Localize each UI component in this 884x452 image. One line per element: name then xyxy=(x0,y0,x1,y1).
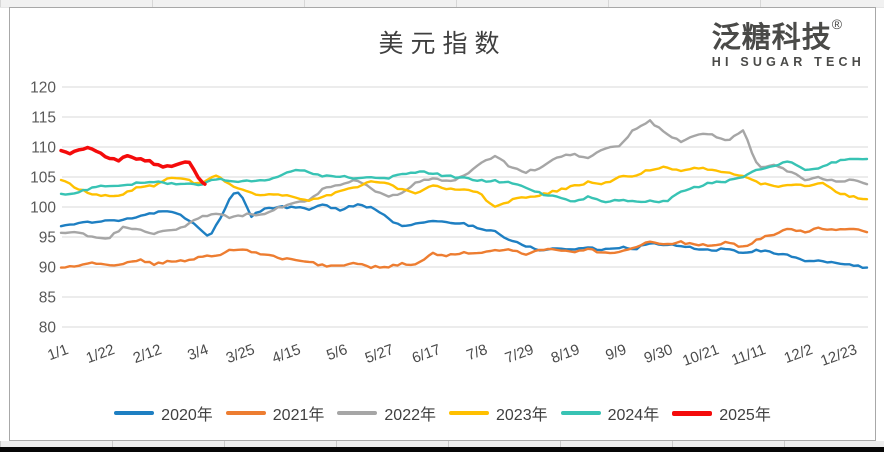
registered-trademark-icon: ® xyxy=(831,16,843,32)
y-axis-tick-label: 120 xyxy=(30,80,56,97)
brand-logo-name-row: 泛糖科技® xyxy=(711,16,865,54)
y-axis-tick-label: 105 xyxy=(30,170,56,187)
legend-swatch-2025 xyxy=(672,410,713,416)
y-axis-tick-label: 115 xyxy=(31,110,56,127)
legend-swatch-2024 xyxy=(560,411,601,415)
plot-area: 120 115 110 105 100 95 90 85 80 xyxy=(30,80,869,337)
legend-swatch-2022 xyxy=(337,411,378,415)
brand-logo: 泛糖科技® HI SUGAR TECH xyxy=(712,17,865,70)
brand-logo-subtitle: HI SUGAR TECH xyxy=(711,55,865,70)
taskbar-black-strip xyxy=(0,447,884,452)
legend-item-2021: 2021年 xyxy=(225,401,325,425)
legend-label-2024: 2024年 xyxy=(607,407,660,424)
series-line-2025 xyxy=(59,145,207,186)
series-line-2024 xyxy=(59,157,869,204)
series-line-2023 xyxy=(59,165,869,208)
y-axis-labels: 120 115 110 105 100 95 90 85 80 xyxy=(30,80,56,337)
legend-label-2022: 2022年 xyxy=(384,407,436,424)
chart-legend: 2020年 2021年 2022年 2023年 2024年 2025年 xyxy=(10,401,875,425)
series-line-2021 xyxy=(59,226,869,270)
legend-swatch-2023 xyxy=(449,411,489,415)
legend-swatch-2021 xyxy=(225,411,266,415)
series-line-2022 xyxy=(59,119,869,240)
series-line-2020 xyxy=(59,191,869,269)
y-axis-tick-label: 110 xyxy=(31,140,56,157)
y-axis-tick-label: 80 xyxy=(39,320,57,337)
legend-label-2020: 2020年 xyxy=(161,407,213,424)
chart-title: 美元指数 xyxy=(378,31,507,58)
brand-logo-name: 泛糖科技 xyxy=(711,22,832,54)
chart-frame[interactable]: 美元指数 泛糖科技® HI SUGAR TECH 120 115 110 105 100… xyxy=(9,7,876,441)
y-axis-tick-label: 100 xyxy=(30,200,56,217)
legend-item-2025: 2025年 xyxy=(672,401,771,425)
legend-item-2022: 2022年 xyxy=(337,401,436,425)
y-axis-tick-label: 90 xyxy=(39,260,57,277)
legend-label-2021: 2021年 xyxy=(272,407,325,424)
grid-lines xyxy=(62,86,868,328)
spreadsheet-row-strip-bottom xyxy=(0,441,884,447)
legend-label-2025: 2025年 xyxy=(719,407,771,424)
legend-label-2023: 2023年 xyxy=(496,407,548,424)
legend-item-2024: 2024年 xyxy=(560,401,660,425)
legend-item-2023: 2023年 xyxy=(449,401,548,425)
legend-swatch-2020 xyxy=(114,411,155,415)
y-axis-tick-label: 95 xyxy=(39,230,56,247)
legend-item-2020: 2020年 xyxy=(114,401,213,425)
y-axis-tick-label: 85 xyxy=(39,290,56,307)
